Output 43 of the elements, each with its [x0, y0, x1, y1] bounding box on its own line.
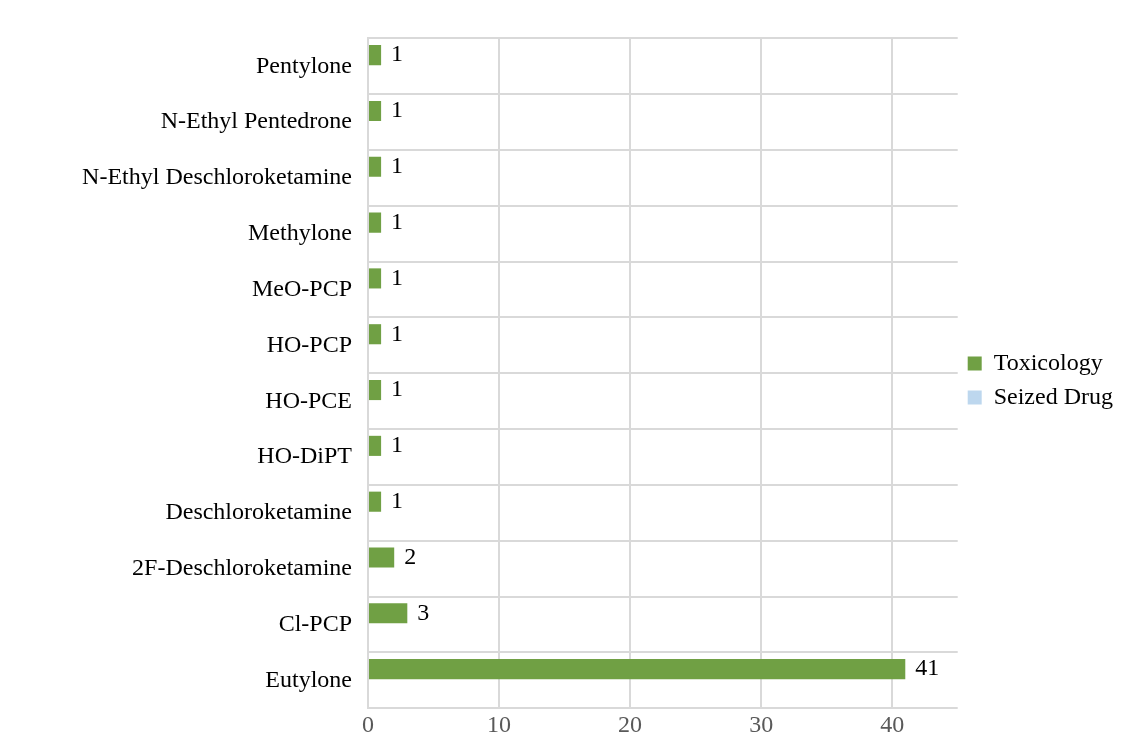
legend-label: Toxicology — [993, 348, 1103, 375]
y-tick-label: Deschloroketamine — [165, 498, 352, 525]
bar — [369, 491, 382, 512]
bar — [369, 45, 382, 66]
y-tick-label: Cl-PCP — [278, 609, 352, 636]
x-tick-label: 0 — [362, 710, 374, 737]
y-tick-label: MeO-PCP — [251, 274, 352, 301]
y-tick-label: HO-PCP — [266, 330, 352, 357]
y-tick-label: N-Ethyl Pentedrone — [160, 107, 352, 134]
x-tick-label: 30 — [749, 710, 774, 737]
bar — [369, 547, 395, 568]
bar — [369, 435, 382, 456]
data-label: 1 — [391, 152, 404, 179]
data-label: 3 — [417, 598, 430, 625]
bar — [369, 100, 382, 122]
data-label: 1 — [391, 96, 404, 123]
data-label: 41 — [915, 654, 940, 681]
bar — [369, 603, 408, 624]
bar — [369, 156, 382, 177]
data-label: 2 — [404, 542, 417, 569]
data-label: 1 — [391, 431, 404, 458]
x-tick-label: 40 — [880, 710, 905, 737]
bar — [369, 212, 382, 233]
y-tick-label: 2F-Deschloroketamine — [132, 553, 352, 580]
x-tick-label: 10 — [487, 710, 512, 737]
y-tick-label: HO-PCE — [265, 386, 352, 413]
bar — [369, 268, 382, 289]
data-label: 1 — [391, 40, 404, 67]
data-label: 1 — [391, 375, 404, 402]
y-tick-label: Methylone — [248, 219, 352, 246]
bar — [369, 659, 906, 680]
y-tick-label: N-Ethyl Deschloroketamine — [82, 163, 352, 190]
legend-label: Seized Drug — [993, 382, 1113, 409]
bar — [369, 380, 382, 401]
x-tick-label: 20 — [618, 710, 643, 737]
data-label: 1 — [391, 207, 404, 234]
bar — [369, 324, 382, 345]
data-label: 1 — [391, 263, 404, 290]
y-tick-label: HO-DiPT — [257, 442, 353, 469]
y-tick-label: Pentylone — [256, 51, 352, 78]
y-tick-label: Eutylone — [265, 665, 352, 692]
data-label: 1 — [391, 319, 404, 346]
data-label: 1 — [391, 486, 404, 513]
